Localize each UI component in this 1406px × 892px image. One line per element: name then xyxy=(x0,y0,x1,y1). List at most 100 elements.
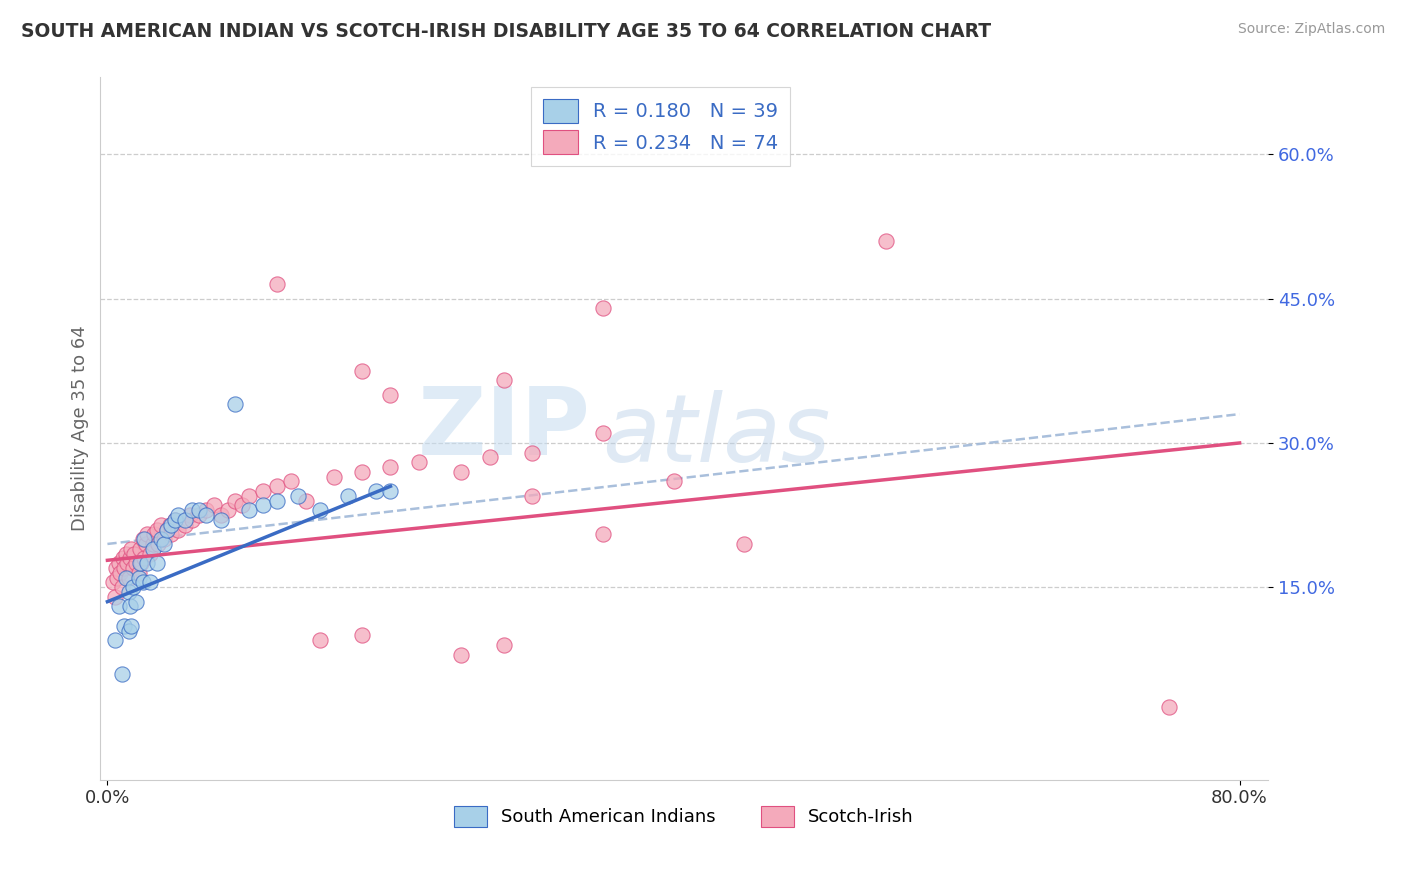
Point xyxy=(107,556,129,570)
Point xyxy=(366,484,388,499)
Point xyxy=(337,489,360,503)
Point xyxy=(181,513,204,527)
Point xyxy=(352,364,374,378)
Point xyxy=(153,532,176,546)
Point xyxy=(252,499,274,513)
Point xyxy=(195,508,218,522)
Point xyxy=(134,532,156,546)
Point xyxy=(380,388,402,402)
Point xyxy=(217,503,239,517)
Point xyxy=(238,489,260,503)
Point xyxy=(131,556,153,570)
Point xyxy=(380,484,402,499)
Point xyxy=(238,503,260,517)
Point xyxy=(142,541,165,556)
Point xyxy=(478,450,501,465)
Point xyxy=(181,503,204,517)
Point xyxy=(104,561,127,575)
Point xyxy=(195,503,218,517)
Point xyxy=(129,541,152,556)
Point xyxy=(156,523,179,537)
Point xyxy=(308,633,330,648)
Point xyxy=(122,561,145,575)
Point xyxy=(294,493,316,508)
Point xyxy=(174,513,197,527)
Point xyxy=(125,595,148,609)
Point xyxy=(142,537,165,551)
Point xyxy=(231,499,253,513)
Point xyxy=(118,571,141,585)
Point xyxy=(128,566,150,580)
Point xyxy=(1157,700,1180,714)
Point xyxy=(160,527,183,541)
Point xyxy=(188,508,211,522)
Point xyxy=(592,527,614,541)
Point xyxy=(132,532,155,546)
Point xyxy=(110,580,132,594)
Point xyxy=(380,460,402,475)
Point xyxy=(150,517,173,532)
Point xyxy=(592,301,614,316)
Point xyxy=(287,489,309,503)
Y-axis label: Disability Age 35 to 64: Disability Age 35 to 64 xyxy=(72,326,89,532)
Point xyxy=(139,575,162,590)
Point xyxy=(143,527,166,541)
Point xyxy=(121,541,143,556)
Point xyxy=(128,571,150,585)
Point xyxy=(492,638,515,652)
Point xyxy=(520,445,543,459)
Point xyxy=(662,475,685,489)
Point xyxy=(110,666,132,681)
Point xyxy=(122,580,145,594)
Legend: South American Indians, Scotch-Irish: South American Indians, Scotch-Irish xyxy=(447,798,921,834)
Point xyxy=(209,513,232,527)
Point xyxy=(121,618,143,632)
Point xyxy=(129,556,152,570)
Point xyxy=(450,648,472,662)
Point xyxy=(188,503,211,517)
Point xyxy=(209,508,232,522)
Point xyxy=(224,397,246,411)
Point xyxy=(107,599,129,614)
Point xyxy=(111,551,134,566)
Point xyxy=(165,513,187,527)
Point xyxy=(174,517,197,532)
Point xyxy=(450,465,472,479)
Point xyxy=(139,547,162,561)
Point xyxy=(103,590,125,604)
Text: Source: ZipAtlas.com: Source: ZipAtlas.com xyxy=(1237,22,1385,37)
Point xyxy=(114,547,136,561)
Point xyxy=(224,493,246,508)
Point xyxy=(352,628,374,642)
Point xyxy=(322,469,344,483)
Point xyxy=(135,537,157,551)
Point xyxy=(308,503,330,517)
Point xyxy=(120,599,142,614)
Point xyxy=(156,523,179,537)
Point xyxy=(112,618,135,632)
Point xyxy=(114,571,136,585)
Point xyxy=(108,566,131,580)
Point xyxy=(202,499,225,513)
Point xyxy=(252,484,274,499)
Point xyxy=(153,537,176,551)
Point xyxy=(118,585,141,599)
Point xyxy=(148,537,170,551)
Point xyxy=(120,551,142,566)
Point xyxy=(134,551,156,566)
Text: atlas: atlas xyxy=(602,390,831,481)
Point xyxy=(103,633,125,648)
Point xyxy=(266,479,288,493)
Point xyxy=(136,556,159,570)
Point xyxy=(520,489,543,503)
Point xyxy=(165,513,187,527)
Point xyxy=(280,475,302,489)
Point xyxy=(105,571,128,585)
Point xyxy=(408,455,430,469)
Point xyxy=(266,493,288,508)
Point xyxy=(146,523,169,537)
Point xyxy=(492,373,515,387)
Point xyxy=(150,532,173,546)
Point xyxy=(132,575,155,590)
Point xyxy=(179,508,201,522)
